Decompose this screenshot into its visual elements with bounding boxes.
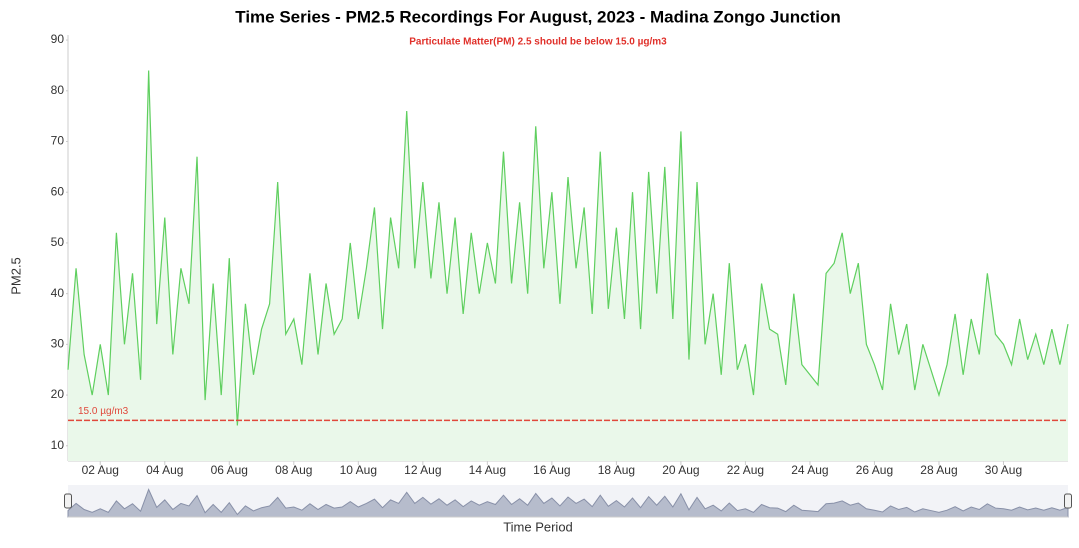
chart-subtitle: Particulate Matter(PM) 2.5 should be bel… [409,37,667,48]
y-tick-label: 10 [51,438,65,452]
y-tick-label: 60 [51,184,65,198]
y-tick-label: 40 [51,286,65,300]
y-axis-label: PM2.5 [8,257,23,295]
y-tick-label: 30 [51,337,65,351]
navigator-handle [64,493,72,509]
navigator-handle [1064,493,1072,509]
x-axis-label: Time Period [503,519,573,534]
x-tick-label: 30 Aug [985,463,1022,477]
chart-title: Time Series - PM2.5 Recordings For Augus… [235,7,841,26]
y-tick-label: 90 [51,32,65,46]
navigator-area [67,488,1069,518]
x-tick-label: 04 Aug [146,463,183,477]
line [67,70,1069,426]
x-tick-label: 20 Aug [662,463,699,477]
y-tick-label: 20 [51,387,65,401]
area [68,70,1068,461]
x-tick-label: 24 Aug [791,463,828,477]
x-tick-label: 08 Aug [275,463,312,477]
x-tick-label: 12 Aug [404,463,441,477]
x-tick-label: 22 Aug [727,463,764,477]
x-tick-label: 14 Aug [469,463,506,477]
x-tick-label: 28 Aug [920,463,957,477]
x-tick-label: 16 Aug [533,463,570,477]
y-tick-label: 70 [51,134,65,148]
y-tick-label: 50 [51,235,65,249]
x-tick-label: 10 Aug [340,463,377,477]
x-tick-label: 02 Aug [82,463,119,477]
x-tick-label: 26 Aug [856,463,893,477]
threshold-label: 15.0 µg/m3 [78,406,129,417]
x-tick-label: 06 Aug [211,463,248,477]
x-tick-label: 18 Aug [598,463,635,477]
y-tick-label: 80 [51,83,65,97]
